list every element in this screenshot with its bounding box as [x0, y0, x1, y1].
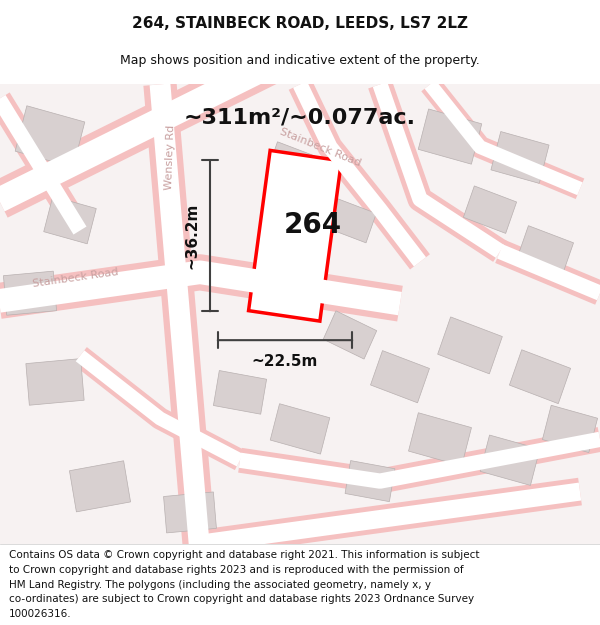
Bar — [323, 311, 377, 359]
Text: ~36.2m: ~36.2m — [185, 202, 199, 269]
Bar — [270, 404, 330, 454]
Text: ~311m²/~0.077ac.: ~311m²/~0.077ac. — [184, 107, 416, 127]
Bar — [4, 271, 56, 315]
Bar — [542, 405, 598, 452]
Bar — [266, 142, 325, 194]
Text: Map shows position and indicative extent of the property.: Map shows position and indicative extent… — [120, 54, 480, 68]
Text: HM Land Registry. The polygons (including the associated geometry, namely x, y: HM Land Registry. The polygons (includin… — [9, 579, 431, 589]
Text: ~22.5m: ~22.5m — [252, 354, 318, 369]
Bar — [70, 461, 131, 512]
Text: 100026316.: 100026316. — [9, 609, 71, 619]
Bar — [214, 371, 266, 414]
Bar — [418, 109, 482, 164]
Bar — [371, 351, 430, 403]
Text: co-ordinates) are subject to Crown copyright and database rights 2023 Ordnance S: co-ordinates) are subject to Crown copyr… — [9, 594, 474, 604]
Text: Stainbeck Road: Stainbeck Road — [278, 126, 362, 168]
Bar — [15, 106, 85, 168]
Bar — [164, 492, 217, 533]
Text: to Crown copyright and database rights 2023 and is reproduced with the permissio: to Crown copyright and database rights 2… — [9, 565, 464, 575]
Bar — [491, 131, 549, 183]
Bar — [409, 412, 472, 466]
Bar — [480, 435, 540, 486]
Text: Contains OS data © Crown copyright and database right 2021. This information is : Contains OS data © Crown copyright and d… — [9, 550, 479, 560]
Bar — [437, 317, 502, 374]
Text: 264, STAINBECK ROAD, LEEDS, LS7 2LZ: 264, STAINBECK ROAD, LEEDS, LS7 2LZ — [132, 16, 468, 31]
Bar — [463, 186, 517, 233]
Text: Wensley Rd: Wensley Rd — [164, 125, 176, 190]
Bar — [345, 461, 395, 502]
Bar — [509, 350, 571, 404]
Bar — [517, 226, 574, 277]
Bar — [44, 196, 96, 244]
Bar — [26, 359, 84, 405]
Text: 264: 264 — [284, 211, 342, 239]
Bar — [324, 198, 376, 243]
Bar — [248, 151, 341, 321]
Text: Stainbeck Road: Stainbeck Road — [31, 266, 119, 289]
